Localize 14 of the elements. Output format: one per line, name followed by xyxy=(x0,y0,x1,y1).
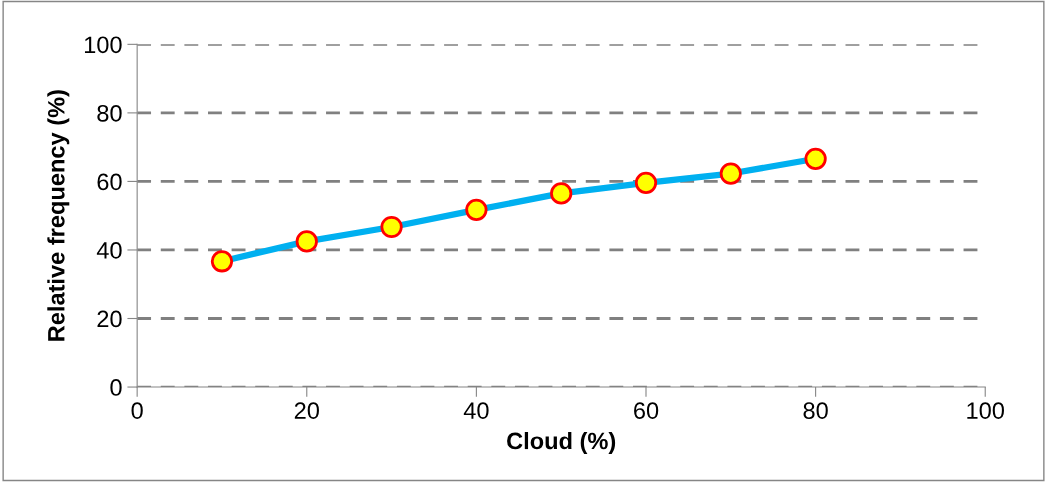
x-tick-label: 100 xyxy=(967,402,1004,419)
x-tick-label: 0 xyxy=(131,402,143,419)
y-tick-label: 20 xyxy=(97,310,122,328)
y-tick-label: 40 xyxy=(96,242,122,259)
x-axis-title: Cloud (%) xyxy=(507,431,616,454)
y-tick-label: 100 xyxy=(84,36,122,54)
y-tick-label: 0 xyxy=(110,379,122,396)
y-axis-title: Relative frequency (%) xyxy=(47,90,70,341)
y-tick-label: 80 xyxy=(97,104,122,122)
x-tick-label: 40 xyxy=(463,402,489,419)
x-tick-label: 80 xyxy=(803,402,828,419)
x-tick-label: 20 xyxy=(294,402,319,419)
x-tick-label: 60 xyxy=(634,402,659,419)
y-tick-label: 60 xyxy=(97,173,122,191)
